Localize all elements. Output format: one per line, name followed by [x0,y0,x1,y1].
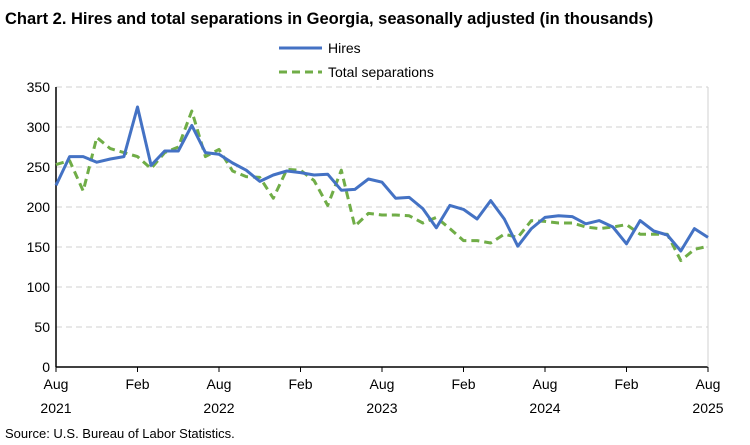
series-line-1 [55,109,709,263]
y-tick-label: 200 [27,199,51,215]
x-tick-month: Feb [288,376,312,392]
x-tick-year: 2025 [692,400,723,416]
x-tick-year: 2023 [366,400,397,416]
x-tick-month: Aug [370,376,395,392]
y-tick-label: 0 [42,359,50,375]
chart-title: Chart 2. Hires and total separations in … [5,10,653,28]
y-tick-label: 300 [27,119,51,135]
chart-source: Source: U.S. Bureau of Labor Statistics. [5,426,235,441]
x-tick-year: 2022 [203,400,234,416]
x-tick-month: Aug [207,376,232,392]
x-tick-month: Aug [696,376,721,392]
series-line-0 [54,105,709,253]
x-tick-year: 2021 [40,400,71,416]
y-tick-label: 100 [27,279,51,295]
y-tick-label: 50 [34,319,50,335]
y-tick-label: 350 [27,79,51,95]
x-tick-month: Aug [44,376,69,392]
x-tick-month: Aug [533,376,558,392]
legend-label-1: Total separations [328,64,434,80]
x-tick-month: Feb [451,376,475,392]
legend-label-0: Hires [328,40,361,56]
x-tick-month: Feb [614,376,638,392]
x-tick-year: 2024 [529,400,560,416]
x-tick-month: Feb [125,376,149,392]
y-tick-label: 250 [27,159,51,175]
y-tick-label: 150 [27,239,51,255]
